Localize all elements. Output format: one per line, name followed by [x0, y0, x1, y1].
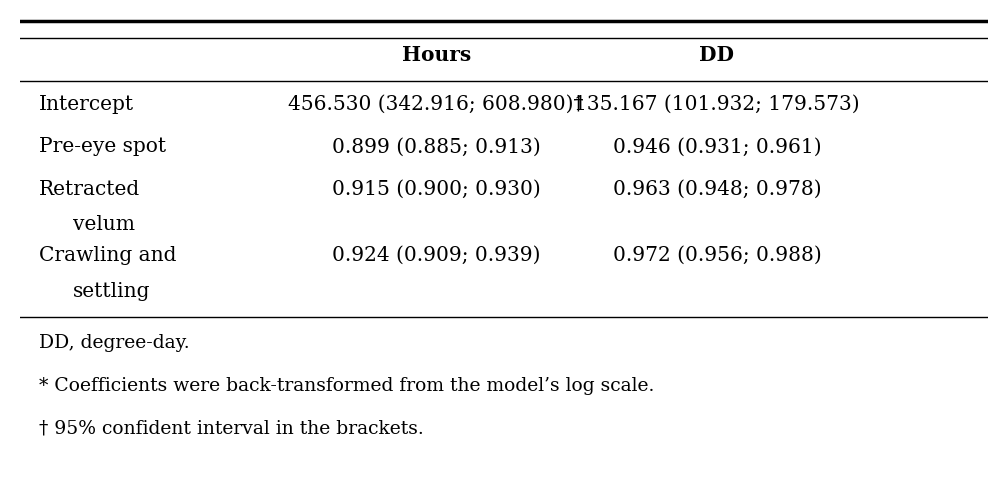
Text: Crawling and: Crawling and — [39, 246, 177, 265]
Text: Intercept: Intercept — [39, 95, 135, 114]
Text: * Coefficients were back-transformed from the model’s log scale.: * Coefficients were back-transformed fro… — [39, 377, 655, 395]
Text: 0.963 (0.948; 0.978): 0.963 (0.948; 0.978) — [613, 180, 821, 199]
Text: Retracted: Retracted — [39, 180, 141, 199]
Text: 135.167 (101.932; 179.573): 135.167 (101.932; 179.573) — [574, 95, 859, 114]
Text: DD, degree-day.: DD, degree-day. — [39, 334, 190, 352]
Text: 0.899 (0.885; 0.913): 0.899 (0.885; 0.913) — [332, 137, 541, 156]
Text: † 95% confident interval in the brackets.: † 95% confident interval in the brackets… — [39, 419, 424, 438]
Text: 0.915 (0.900; 0.930): 0.915 (0.900; 0.930) — [332, 180, 541, 199]
Text: DD: DD — [700, 44, 735, 65]
Text: Hours: Hours — [401, 44, 471, 65]
Text: 456.530 (342.916; 608.980)†: 456.530 (342.916; 608.980)† — [288, 95, 584, 114]
Text: 0.972 (0.956; 0.988): 0.972 (0.956; 0.988) — [613, 246, 821, 265]
Text: settling: settling — [73, 282, 151, 301]
Text: Pre-eye spot: Pre-eye spot — [39, 137, 167, 156]
Text: 0.946 (0.931; 0.961): 0.946 (0.931; 0.961) — [613, 137, 821, 156]
Text: velum: velum — [73, 215, 135, 234]
Text: 0.924 (0.909; 0.939): 0.924 (0.909; 0.939) — [332, 246, 541, 265]
